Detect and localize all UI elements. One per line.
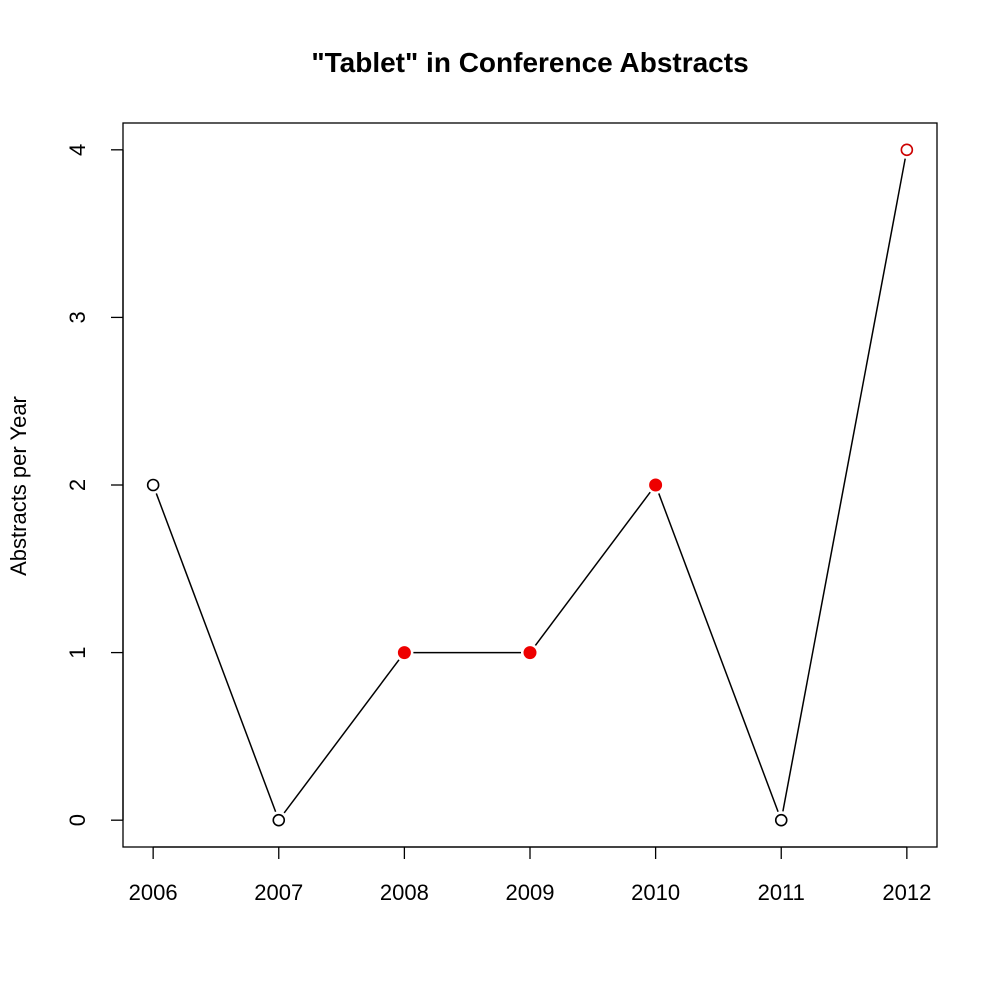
x-tick-label: 2007 [254, 880, 303, 905]
y-tick-label: 3 [65, 311, 90, 323]
series-segment [534, 491, 651, 646]
y-tick-label: 0 [65, 814, 90, 826]
y-axis: 0 1 2 3 4 [65, 144, 124, 826]
data-point [397, 646, 411, 660]
data-point [649, 478, 663, 492]
series-segment [658, 493, 779, 813]
y-tick-label: 4 [65, 144, 90, 156]
data-point [523, 646, 537, 660]
series-segment [283, 659, 400, 814]
x-tick-label: 2009 [506, 880, 555, 905]
x-axis: 2006 2007 2008 2009 2010 2011 2012 [129, 846, 931, 905]
data-point [774, 813, 788, 827]
data-point [272, 813, 286, 827]
series-points [146, 143, 914, 827]
y-tick-label: 1 [65, 646, 90, 658]
series-segment [155, 493, 277, 813]
x-tick-label: 2010 [631, 880, 680, 905]
x-tick-label: 2011 [758, 880, 805, 905]
y-tick-label: 2 [65, 479, 90, 491]
data-point [146, 478, 160, 492]
plot-frame [122, 122, 938, 848]
x-tick-label: 2012 [882, 880, 931, 905]
y-axis-label: Abstracts per Year [6, 396, 31, 576]
x-tick-label: 2008 [380, 880, 429, 905]
chart-title: "Tablet" in Conference Abstracts [311, 47, 748, 78]
data-point [900, 143, 914, 157]
x-tick-label: 2006 [129, 880, 178, 905]
series-line [155, 158, 906, 814]
series-segment [782, 158, 906, 812]
